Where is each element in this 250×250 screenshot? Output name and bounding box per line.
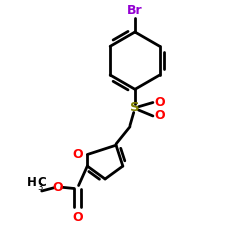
- Text: O: O: [154, 110, 165, 122]
- Text: O: O: [72, 148, 83, 161]
- Text: H: H: [27, 176, 37, 189]
- Text: O: O: [154, 96, 165, 109]
- Text: Br: Br: [127, 4, 143, 16]
- Text: O: O: [52, 181, 63, 194]
- Text: O: O: [72, 211, 83, 224]
- Text: 3: 3: [37, 183, 43, 192]
- Text: S: S: [130, 102, 140, 114]
- Text: C: C: [37, 176, 46, 189]
